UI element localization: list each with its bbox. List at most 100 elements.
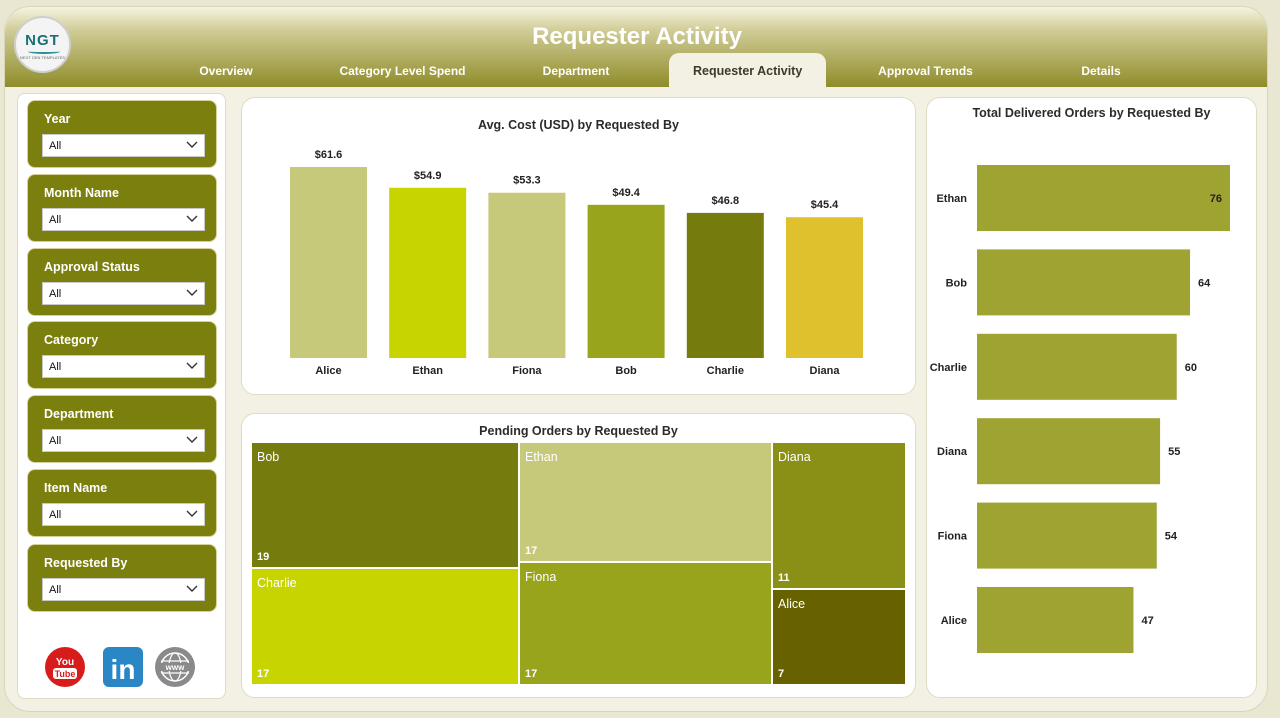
treemap-cell-fiona: Fiona 17 (519, 562, 772, 685)
slicer-department: Department All (27, 395, 217, 463)
bar-value-label: $61.6 (315, 149, 343, 161)
pending-orders-title: Pending Orders by Requested By (479, 424, 678, 438)
bar-value-label: $46.8 (712, 195, 740, 207)
dropdown-value: All (49, 509, 62, 521)
chevron-down-icon (186, 289, 198, 296)
slicer-label: Requested By (44, 556, 128, 570)
department-dropdown[interactable]: All (42, 429, 205, 452)
slicer-category: Category All (27, 321, 217, 389)
month-name-dropdown[interactable]: All (42, 208, 205, 231)
bar-value-label: $54.9 (414, 170, 442, 182)
avg-cost-chart-panel: Avg. Cost (USD) by Requested By $61.6 Ali… (241, 97, 916, 395)
dropdown-value: All (49, 584, 62, 596)
y-axis-tick-label: Ethan (936, 193, 967, 205)
treemap-cell-name: Alice (778, 597, 806, 611)
chevron-down-icon (186, 585, 198, 592)
slicer-approval-status: Approval Status All (27, 248, 217, 316)
website-globe-icon[interactable]: www (154, 646, 196, 688)
bar-value-label: 60 (1185, 362, 1197, 374)
dropdown-value: All (49, 288, 62, 300)
bar (389, 187, 467, 358)
treemap-cell-value: 19 (257, 551, 270, 563)
slicer-label: Department (44, 407, 114, 421)
dropdown-value: All (49, 140, 62, 152)
category-dropdown[interactable]: All (42, 355, 205, 378)
bar-value-label: 76 (1210, 193, 1222, 205)
tab-department[interactable]: Department (542, 64, 610, 78)
bar (686, 212, 764, 358)
chevron-down-icon (186, 362, 198, 369)
slicer-label: Category (44, 333, 99, 347)
avg-cost-chart-title: Avg. Cost (USD) by Requested By (478, 118, 679, 132)
treemap-cell-name: Fiona (525, 570, 557, 584)
chevron-down-icon (186, 510, 198, 517)
bar (488, 192, 566, 358)
x-axis-tick-label: Bob (615, 365, 637, 377)
tab-overview[interactable]: Overview (199, 64, 253, 78)
item-name-dropdown[interactable]: All (42, 503, 205, 526)
bar (977, 165, 1230, 231)
bar-value-label: $45.4 (811, 199, 839, 211)
requested-by-dropdown[interactable]: All (42, 578, 205, 601)
bar-value-label: 55 (1168, 446, 1180, 458)
x-axis-tick-label: Charlie (707, 365, 744, 377)
approval-status-dropdown[interactable]: All (42, 282, 205, 305)
pending-orders-treemap: Bob 19 Ethan 17 Diana 11 Charlie 17 Fiona 17 Alice… (251, 442, 908, 685)
x-axis-tick-label: Ethan (412, 365, 443, 377)
treemap-cell-value: 17 (257, 668, 270, 680)
bar (290, 167, 367, 358)
delivered-orders-bar-chart: Ethan 76 Bob 64 Charlie 60 Diana 55 Fiona 54 Alice… (930, 165, 1230, 653)
treemap-cell-value: 7 (778, 668, 785, 680)
year-dropdown[interactable]: All (42, 134, 205, 157)
slicer-requested-by: Requested By All (27, 544, 217, 612)
bar (786, 217, 863, 358)
delivered-orders-title: Total Delivered Orders by Requested By (972, 106, 1211, 120)
y-axis-tick-label: Bob (946, 277, 968, 289)
chevron-down-icon (186, 436, 198, 443)
dashboard-frame: NGT NEXT GEN TEMPLATES Requester Activit… (4, 6, 1268, 712)
slicer-label: Approval Status (44, 260, 140, 274)
bar-value-label: 64 (1198, 277, 1211, 289)
slicer-label: Item Name (44, 481, 108, 495)
tab-details[interactable]: Details (1081, 64, 1121, 78)
x-axis-tick-label: Diana (810, 365, 841, 377)
svg-text:www: www (165, 663, 185, 672)
tab-category-level-spend[interactable]: Category Level Spend (339, 64, 466, 78)
slicer-item-name: Item Name All (27, 469, 217, 537)
treemap-cell-value: 17 (525, 668, 538, 680)
bar (977, 333, 1177, 400)
treemap-cell-diana: Diana 11 (772, 442, 906, 589)
tab-requester-activity[interactable]: Requester Activity (669, 53, 827, 87)
bar (977, 418, 1161, 485)
svg-text:in: in (111, 654, 136, 685)
header-bar: NGT NEXT GEN TEMPLATES Requester Activit… (5, 7, 1267, 87)
treemap-cell-alice: Alice 7 (772, 589, 906, 685)
linkedin-icon[interactable]: in (102, 646, 144, 688)
tab-approval-trends[interactable]: Approval Trends (878, 64, 973, 78)
svg-text:Tube: Tube (55, 669, 76, 679)
x-axis-tick-label: Alice (315, 365, 341, 377)
y-axis-tick-label: Charlie (930, 362, 967, 374)
treemap-cell-bob: Bob 19 (251, 442, 519, 568)
treemap-cell-name: Ethan (525, 450, 558, 464)
bar-value-label: $53.3 (513, 175, 541, 187)
youtube-icon[interactable]: You Tube (44, 646, 86, 688)
dropdown-value: All (49, 435, 62, 447)
y-axis-tick-label: Alice (941, 615, 967, 627)
slicer-label: Year (44, 112, 71, 126)
treemap-cell-value: 17 (525, 545, 538, 557)
slicer-year: Year All (27, 100, 217, 168)
y-axis-tick-label: Fiona (938, 531, 968, 543)
page-title: Requester Activity (532, 23, 742, 50)
bar (977, 502, 1157, 569)
logo[interactable]: NGT NEXT GEN TEMPLATES (14, 16, 71, 73)
filter-panel: Year All Month Name All Approval Status … (17, 93, 226, 699)
bar (977, 249, 1191, 316)
slicer-label: Month Name (44, 186, 119, 200)
bar (977, 587, 1134, 653)
treemap-cell-name: Diana (778, 450, 811, 464)
bar-value-label: $49.4 (612, 187, 640, 199)
dropdown-value: All (49, 214, 62, 226)
treemap-cell-name: Bob (257, 450, 280, 464)
bar-value-label: 54 (1165, 531, 1178, 543)
